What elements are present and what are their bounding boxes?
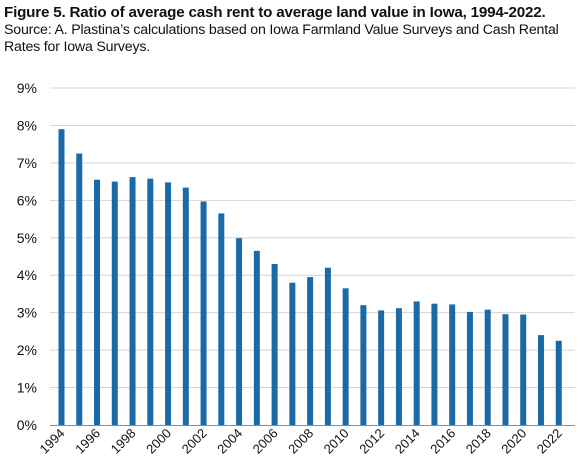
x-tick-label: 2012 [356, 426, 387, 457]
x-tick-label: 2018 [463, 426, 494, 457]
bar [94, 179, 101, 425]
bars [58, 129, 562, 425]
x-tick-label: 2010 [321, 426, 352, 457]
figure-title: Figure 5. Ratio of average cash rent to … [4, 4, 546, 21]
y-tick-label: 7% [17, 155, 37, 171]
bar [147, 178, 154, 425]
bar [413, 301, 420, 425]
y-tick-label: 0% [17, 417, 37, 433]
bar [360, 305, 367, 425]
x-tick-label: 1996 [72, 426, 103, 457]
bar [289, 282, 296, 425]
bar [165, 182, 172, 425]
y-tick-label: 2% [17, 342, 37, 358]
y-tick-label: 1% [17, 380, 37, 396]
x-tick-label: 2004 [214, 426, 245, 457]
x-tick-label: 2000 [143, 426, 174, 457]
bar [111, 181, 118, 425]
bar [271, 263, 278, 425]
bar [378, 310, 385, 425]
x-tick-label: 2022 [534, 426, 565, 457]
bar [129, 177, 136, 425]
y-axis-tick-labels: 0% 1% 2% 3% 4% 5% 6% 7% 8% 9% [17, 80, 37, 433]
bar [537, 335, 544, 425]
x-axis-tick-labels: 1994 1996 1998 2000 2002 2004 2006 2008 2010 2012… [37, 426, 565, 457]
bar [466, 311, 473, 425]
bar [236, 238, 243, 425]
y-tick-label: 4% [17, 267, 37, 283]
bar [218, 213, 225, 425]
bar [449, 304, 456, 425]
bar [253, 250, 260, 425]
x-tick-label: 1994 [37, 426, 68, 457]
x-tick-label: 2008 [285, 426, 316, 457]
x-tick-label: 2006 [250, 426, 281, 457]
bar [431, 303, 438, 425]
x-tick-label: 2020 [498, 426, 529, 457]
bar [76, 153, 83, 425]
figure-source-note: Source: A. Plastina’s calculations based… [4, 22, 559, 55]
y-tick-label: 6% [17, 192, 37, 208]
x-tick-label: 1998 [108, 426, 139, 457]
bar [520, 314, 527, 425]
y-tick-label: 9% [17, 80, 37, 96]
bar [395, 308, 402, 425]
x-tick-label: 2016 [427, 426, 458, 457]
bar [307, 277, 314, 425]
bar [555, 340, 562, 425]
bar [182, 187, 189, 425]
y-tick-label: 8% [17, 117, 37, 133]
bar [200, 201, 207, 425]
bar [58, 129, 65, 425]
y-tick-label: 5% [17, 230, 37, 246]
bar [324, 267, 331, 425]
x-tick-label: 2002 [179, 426, 210, 457]
bar [484, 309, 491, 425]
y-tick-label: 3% [17, 305, 37, 321]
bar [342, 288, 349, 425]
figure-header: Figure 5. Ratio of average cash rent to … [4, 3, 579, 56]
x-tick-label: 2014 [392, 426, 423, 457]
bar [502, 314, 509, 425]
